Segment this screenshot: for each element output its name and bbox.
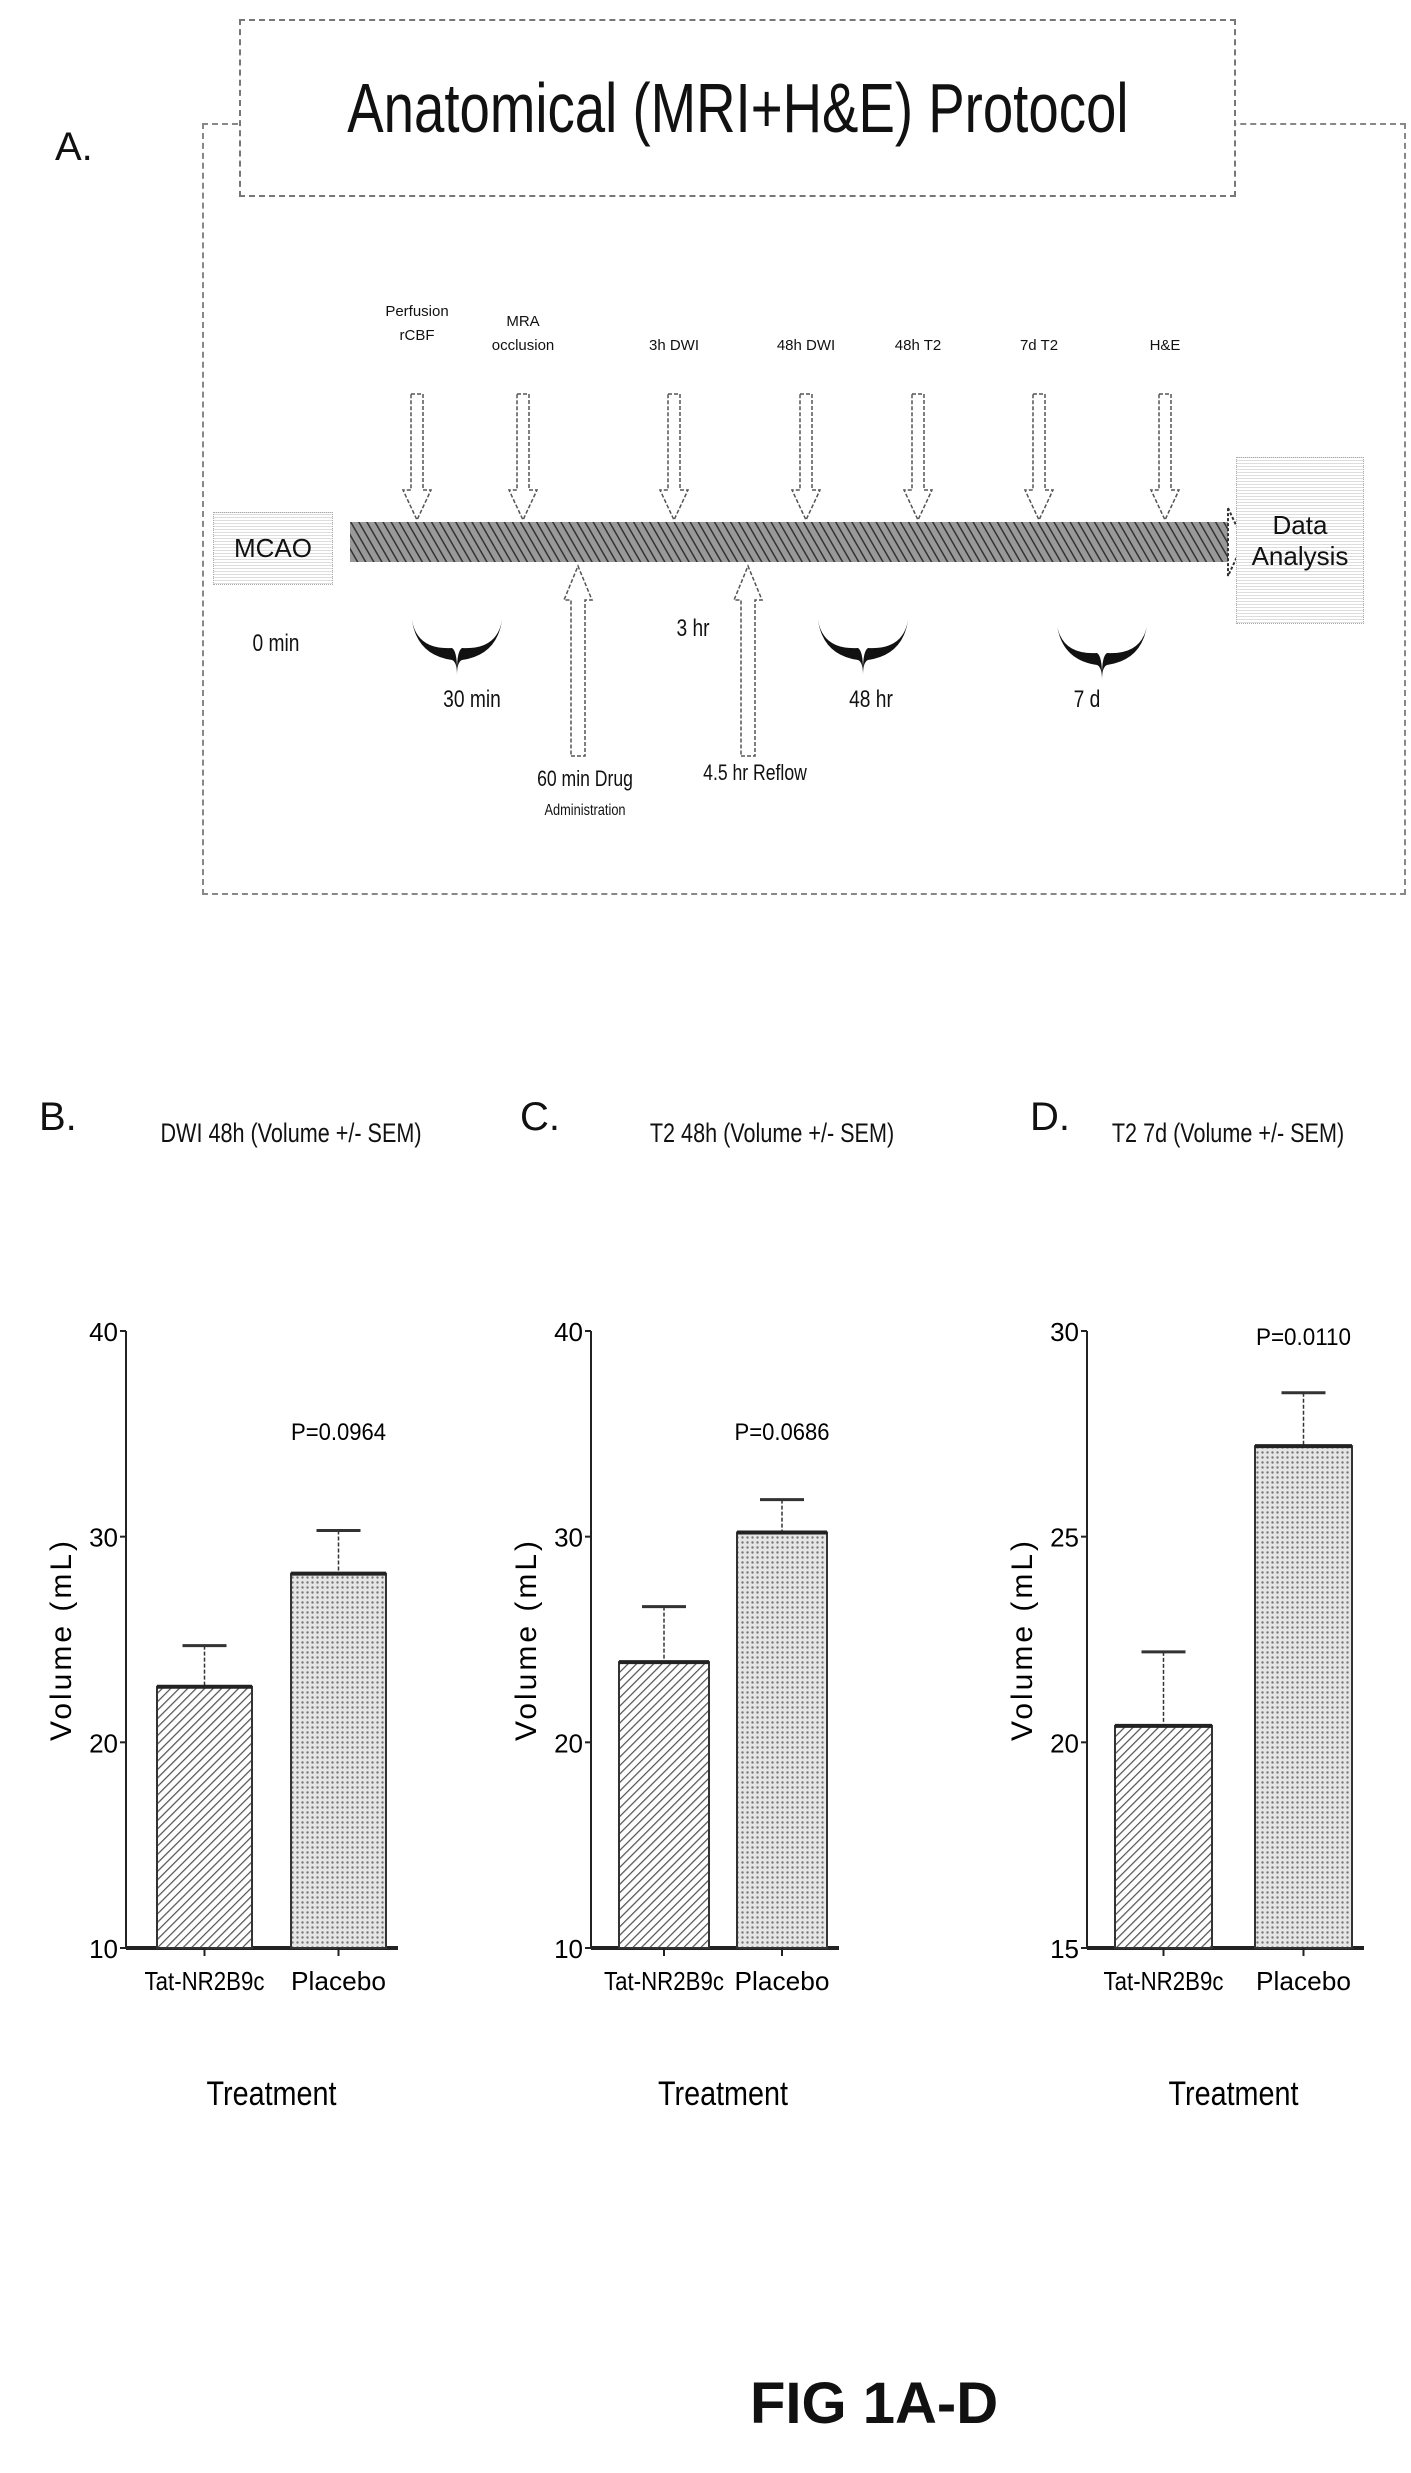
- figure-label: FIG 1A-D: [750, 2370, 998, 2437]
- bar-placebo: [1255, 1446, 1352, 1948]
- y-axis-label: Volume (mL): [1006, 1538, 1039, 1741]
- bar-tat-nr2b9c: [1115, 1726, 1212, 1948]
- p-value-annotation: P=0.0110: [1256, 1324, 1351, 1351]
- y-tick-label: 20: [1050, 1728, 1079, 1758]
- x-axis-label: Treatment: [1169, 2075, 1299, 2113]
- y-tick-label: 30: [1050, 1317, 1079, 1347]
- y-tick-label: 25: [1050, 1523, 1079, 1553]
- x-tick-label: Placebo: [1256, 1966, 1351, 1996]
- x-tick-label: Tat-NR2B9c: [1104, 1966, 1224, 1996]
- y-tick-label: 15: [1050, 1934, 1079, 1964]
- bar-chart: 15 20 25 30 Volume (mL) Tat-NR2B9c Placebo P=0.…: [0, 0, 1411, 2200]
